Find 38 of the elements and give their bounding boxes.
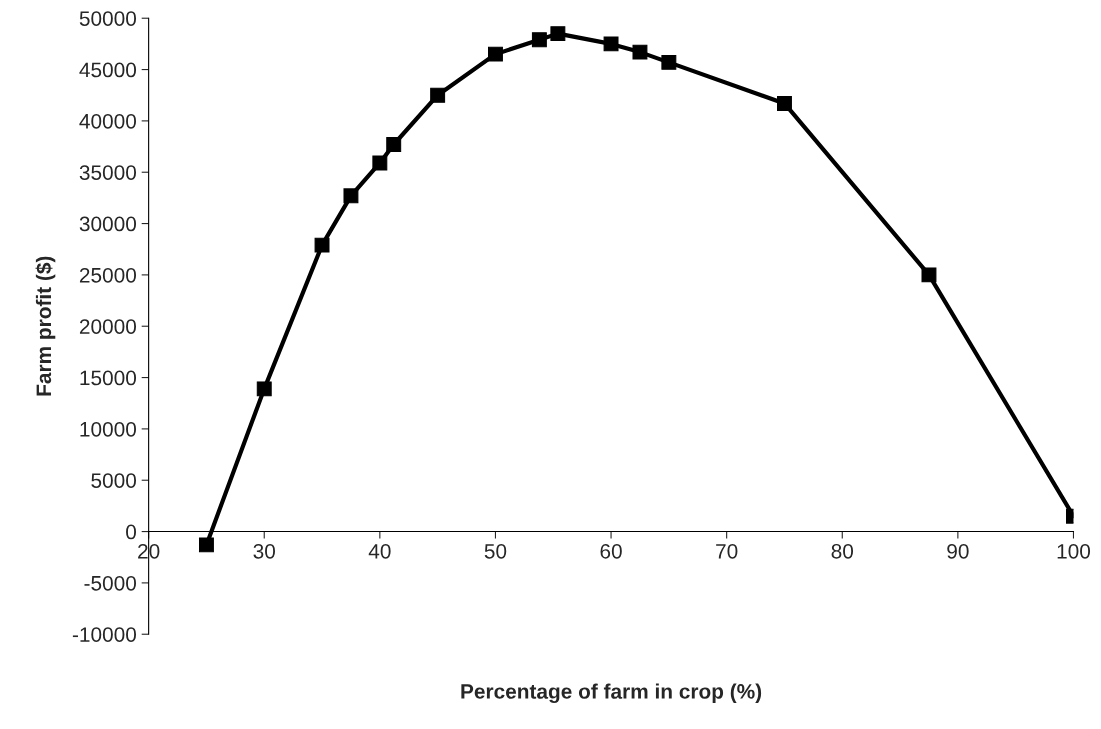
x-tick-label: 30 [253,543,276,559]
x-tick-label: 100 [1057,543,1091,559]
y-tick-label: -5000 [84,575,137,591]
point [777,95,792,111]
x-tick-label: 70 [716,543,738,559]
y-tick-label: 45000 [79,62,137,78]
point [550,26,566,42]
y-tick-label: 40000 [79,113,137,129]
point [603,36,619,52]
point [314,237,330,253]
y-tick-label: 50000 [79,11,137,26]
x-tick-label: 60 [600,543,622,559]
point [487,46,503,62]
point [343,188,359,204]
point [372,155,388,171]
y-axis-title: Farm profit ($) [35,256,56,396]
y-tick-label: 5000 [91,473,137,488]
point [531,32,547,48]
x-tick-label: 40 [368,543,391,559]
y-tick-label: 15000 [80,370,137,386]
y-tick-label: 35000 [79,165,137,180]
point [921,267,937,283]
y-tick-label: -10000 [72,627,137,642]
point [256,381,272,397]
y-tick-label: 10000 [80,421,137,437]
x-tick-label: 50 [484,543,507,559]
x-tick-label: 80 [831,543,854,559]
x-tick-label: 90 [947,543,969,559]
y-tick-label: 30000 [79,216,137,232]
point [386,137,402,152]
point [430,87,446,103]
point [661,54,677,70]
point [198,537,214,553]
point [632,44,648,60]
x-axis-title: Percentage of farm in crop (%) [461,683,762,704]
y-tick-label: 20000 [79,319,137,334]
y-tick-label: 25000 [79,267,137,283]
y-tick-label: 0 [126,524,137,540]
